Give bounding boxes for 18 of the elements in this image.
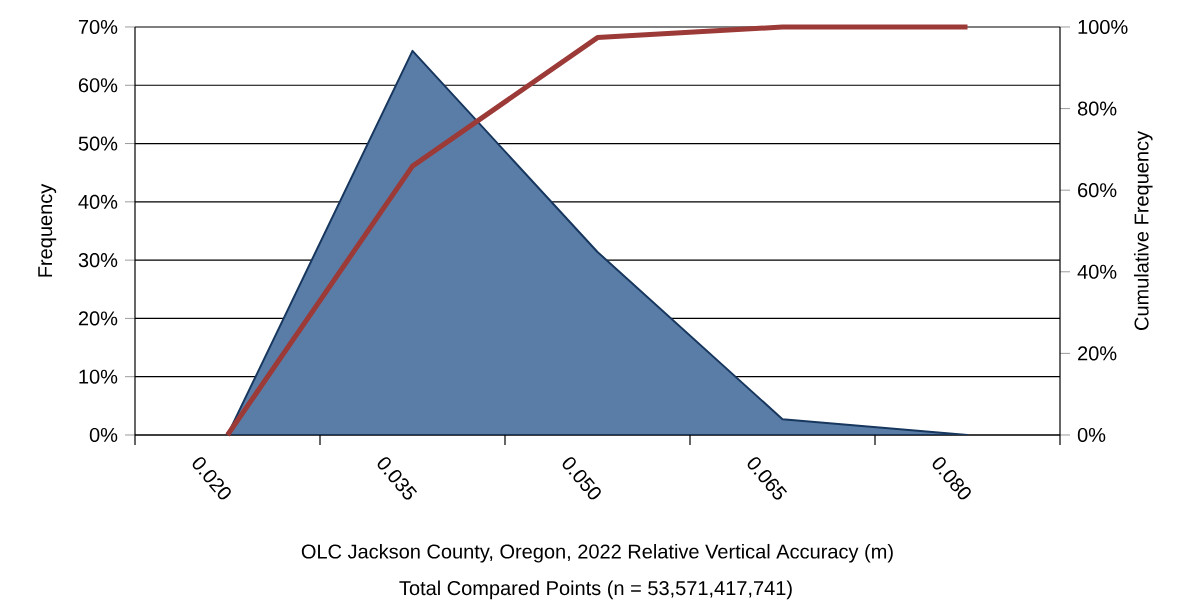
y2-tick-label: 60% <box>1078 183 1117 198</box>
y2-tick-label: 80% <box>1077 101 1117 116</box>
y2-tick-label: 0% <box>1077 427 1106 443</box>
y-tick-label: 60% <box>78 78 118 93</box>
y-tick-label: 40% <box>78 194 118 209</box>
y-tick-label: 0% <box>89 427 118 443</box>
y-tick-label: 20% <box>78 311 118 326</box>
y-tick-label: 70% <box>78 19 118 35</box>
y2-axis-title: Cumulative Frequency <box>1133 131 1153 331</box>
y2-tick-label: 100% <box>1078 19 1128 35</box>
y2-tick-label: 20% <box>1078 346 1117 361</box>
x-axis-title: OLC Jackson County, Oregon, 2022 Relative Vertical Accuracy (m) <box>301 543 893 563</box>
text: Total Compared Points (n = 53,571,417,741) <box>399 580 792 600</box>
y-tick-label: 50% <box>78 136 118 151</box>
y-axis-title: Frequency <box>38 183 57 277</box>
y-tick-label: 10% <box>79 369 118 384</box>
y-tick-label: 30% <box>78 253 118 268</box>
y2-tick-label: 40% <box>1077 264 1117 279</box>
